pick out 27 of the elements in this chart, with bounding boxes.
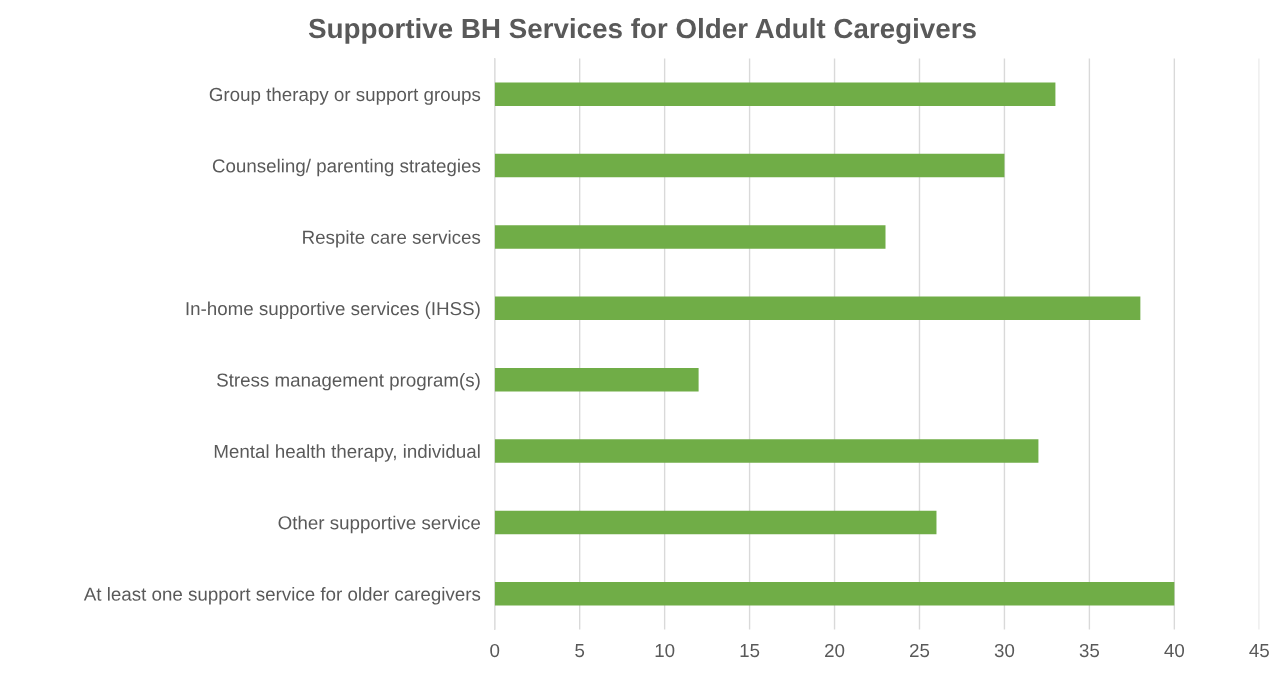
y-tick-label: Counseling/ parenting strategies: [212, 158, 481, 177]
y-tick-label: Stress management program(s): [217, 372, 480, 391]
x-tick-label: 40: [1164, 643, 1185, 658]
x-tick-label: 15: [740, 644, 760, 658]
x-tick-label: 20: [825, 643, 845, 658]
bar: [494, 82, 1056, 106]
y-tick-label: At least one support service for older caregivers: [83, 587, 481, 605]
x-tick-label: 35: [1079, 643, 1100, 658]
bar: [494, 225, 886, 249]
x-tick-label: 5: [575, 644, 585, 658]
x-tick-label: 0: [490, 643, 500, 658]
x-tick-label: 25: [910, 643, 930, 658]
x-tick-label: 30: [994, 643, 1015, 658]
bar: [494, 439, 1039, 463]
x-tick-label: 10: [655, 643, 675, 658]
y-tick-label: Mental health therapy, individual: [214, 444, 480, 462]
bar: [494, 582, 1175, 606]
x-tick-label: 45: [1249, 644, 1269, 658]
y-tick-label: Other supportive service: [278, 515, 481, 534]
y-tick-label: Group therapy or support groups: [209, 87, 481, 105]
bar: [494, 510, 937, 535]
chart-title: Supportive BH Services for Older Adult Caregivers: [308, 17, 976, 44]
y-tick-label: In-home supportive services (IHSS): [186, 301, 480, 319]
bar: [494, 153, 1005, 178]
y-tick-label: Respite care services: [303, 230, 481, 248]
bar: [494, 367, 699, 392]
bar: [494, 296, 1141, 321]
